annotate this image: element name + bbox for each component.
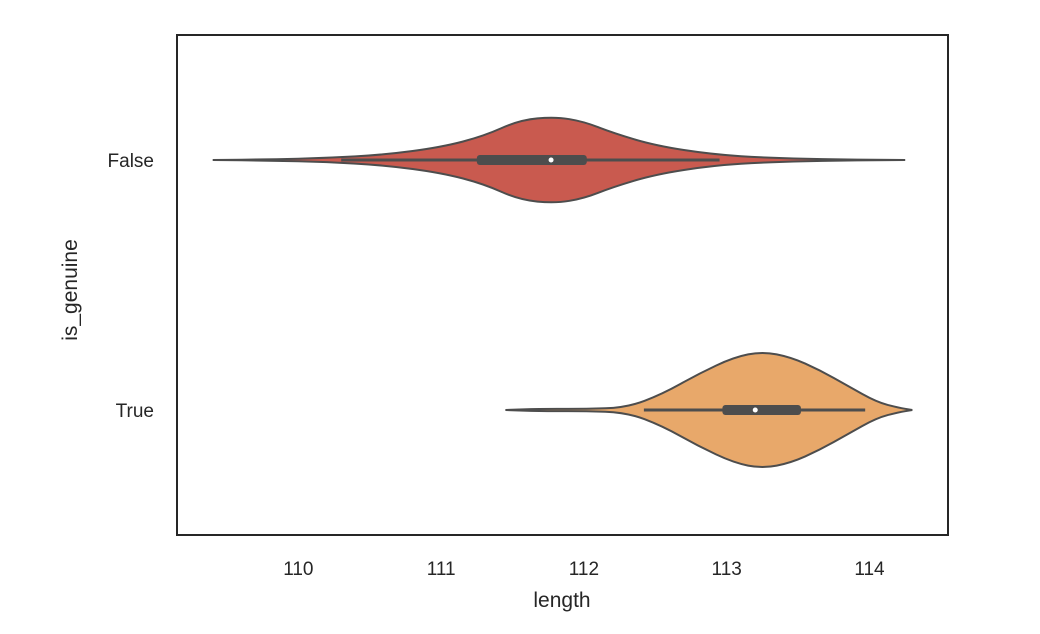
x-axis-label: length: [533, 589, 590, 612]
median-marker-false: [548, 157, 554, 163]
violins-layer: [212, 116, 913, 468]
x-tick-label: 110: [283, 559, 313, 580]
iqr-box-false: [476, 155, 587, 165]
y-axis-label: is_genuine: [59, 239, 82, 341]
y-tick-label: False: [108, 151, 154, 172]
iqr-box-true: [722, 405, 801, 415]
x-tick-labels: 110 111 112 113 114: [283, 559, 885, 580]
x-tick-label: 114: [854, 559, 885, 580]
median-marker-true: [752, 407, 758, 413]
y-tick-label: True: [116, 401, 154, 422]
x-tick-label: 111: [427, 559, 456, 580]
plot-frame: [176, 34, 949, 536]
y-tick-labels: False True: [108, 151, 154, 422]
x-tick-label: 113: [712, 559, 742, 580]
x-tick-label: 112: [569, 559, 599, 580]
